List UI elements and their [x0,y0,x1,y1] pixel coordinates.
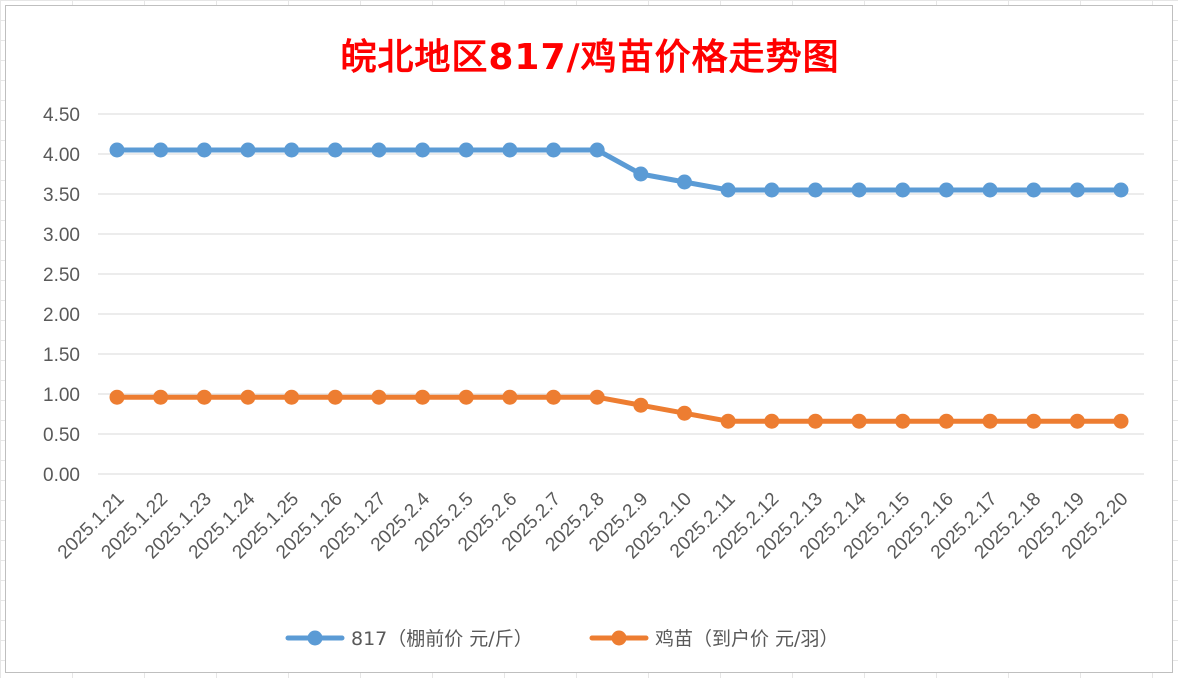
data-point[interactable] [982,413,998,429]
data-point[interactable] [589,142,605,158]
data-point[interactable] [458,142,474,158]
y-tick-label: 4.00 [43,145,80,166]
data-point[interactable] [1113,413,1129,429]
y-tick-label: 0.50 [43,425,80,446]
y-tick-label: 3.00 [43,225,80,246]
data-point[interactable] [502,389,518,405]
data-point[interactable] [371,389,387,405]
data-point[interactable] [1069,413,1085,429]
data-point[interactable] [240,389,256,405]
series-line[interactable] [114,394,1124,424]
data-point[interactable] [458,389,474,405]
data-point[interactable] [546,389,562,405]
data-point[interactable] [284,142,300,158]
data-point[interactable] [982,182,998,198]
data-point[interactable] [807,182,823,198]
data-point[interactable] [851,413,867,429]
data-point[interactable] [676,174,692,190]
data-point[interactable] [589,389,605,405]
legend-label: 鸡苗（到户价 元/羽） [655,628,838,650]
data-point[interactable] [676,405,692,421]
data-point[interactable] [371,142,387,158]
data-point[interactable] [240,142,256,158]
data-point[interactable] [1069,182,1085,198]
data-point[interactable] [327,389,343,405]
y-tick-label: 4.50 [43,105,80,126]
data-point[interactable] [196,389,212,405]
data-point[interactable] [895,413,911,429]
data-point[interactable] [415,389,431,405]
data-point[interactable] [109,142,125,158]
data-point[interactable] [153,389,169,405]
series-line[interactable] [114,147,1124,193]
data-point[interactable] [196,142,212,158]
line-chart: 0.00 0.50 1.00 1.50 2.00 2.50 3.00 3.50 4.00 4.50… [43,105,1144,650]
legend-label: 817（棚前价 元/斤） [351,628,533,650]
data-point[interactable] [109,389,125,405]
y-tick-label: 2.50 [43,265,80,286]
chart-area[interactable]: 皖北地区817/鸡苗价格走势图 0.00 0.50 1.00 1.50 2.00 2.50… [5,5,1173,673]
data-point[interactable] [938,182,954,198]
y-tick-label: 3.50 [43,185,80,206]
y-tick-label: 2.00 [43,305,80,326]
data-point[interactable] [720,182,736,198]
chart-title: 皖北地区817/鸡苗价格走势图 [340,37,840,78]
data-point[interactable] [546,142,562,158]
data-point[interactable] [895,182,911,198]
data-point[interactable] [284,389,300,405]
data-point[interactable] [502,142,518,158]
data-point[interactable] [938,413,954,429]
data-point[interactable] [1026,413,1042,429]
y-tick-label: 1.00 [43,385,80,406]
data-point[interactable] [1026,182,1042,198]
y-tick-label: 1.50 [43,345,80,366]
y-tick-label: 0.00 [43,465,80,486]
data-point[interactable] [764,182,780,198]
legend-marker [307,630,323,646]
data-point[interactable] [764,413,780,429]
data-point[interactable] [633,166,649,182]
data-point[interactable] [327,142,343,158]
data-point[interactable] [807,413,823,429]
data-point[interactable] [633,397,649,413]
data-point[interactable] [851,182,867,198]
data-point[interactable] [415,142,431,158]
data-point[interactable] [1113,182,1129,198]
legend-marker [611,630,627,646]
data-point[interactable] [720,413,736,429]
data-point[interactable] [153,142,169,158]
